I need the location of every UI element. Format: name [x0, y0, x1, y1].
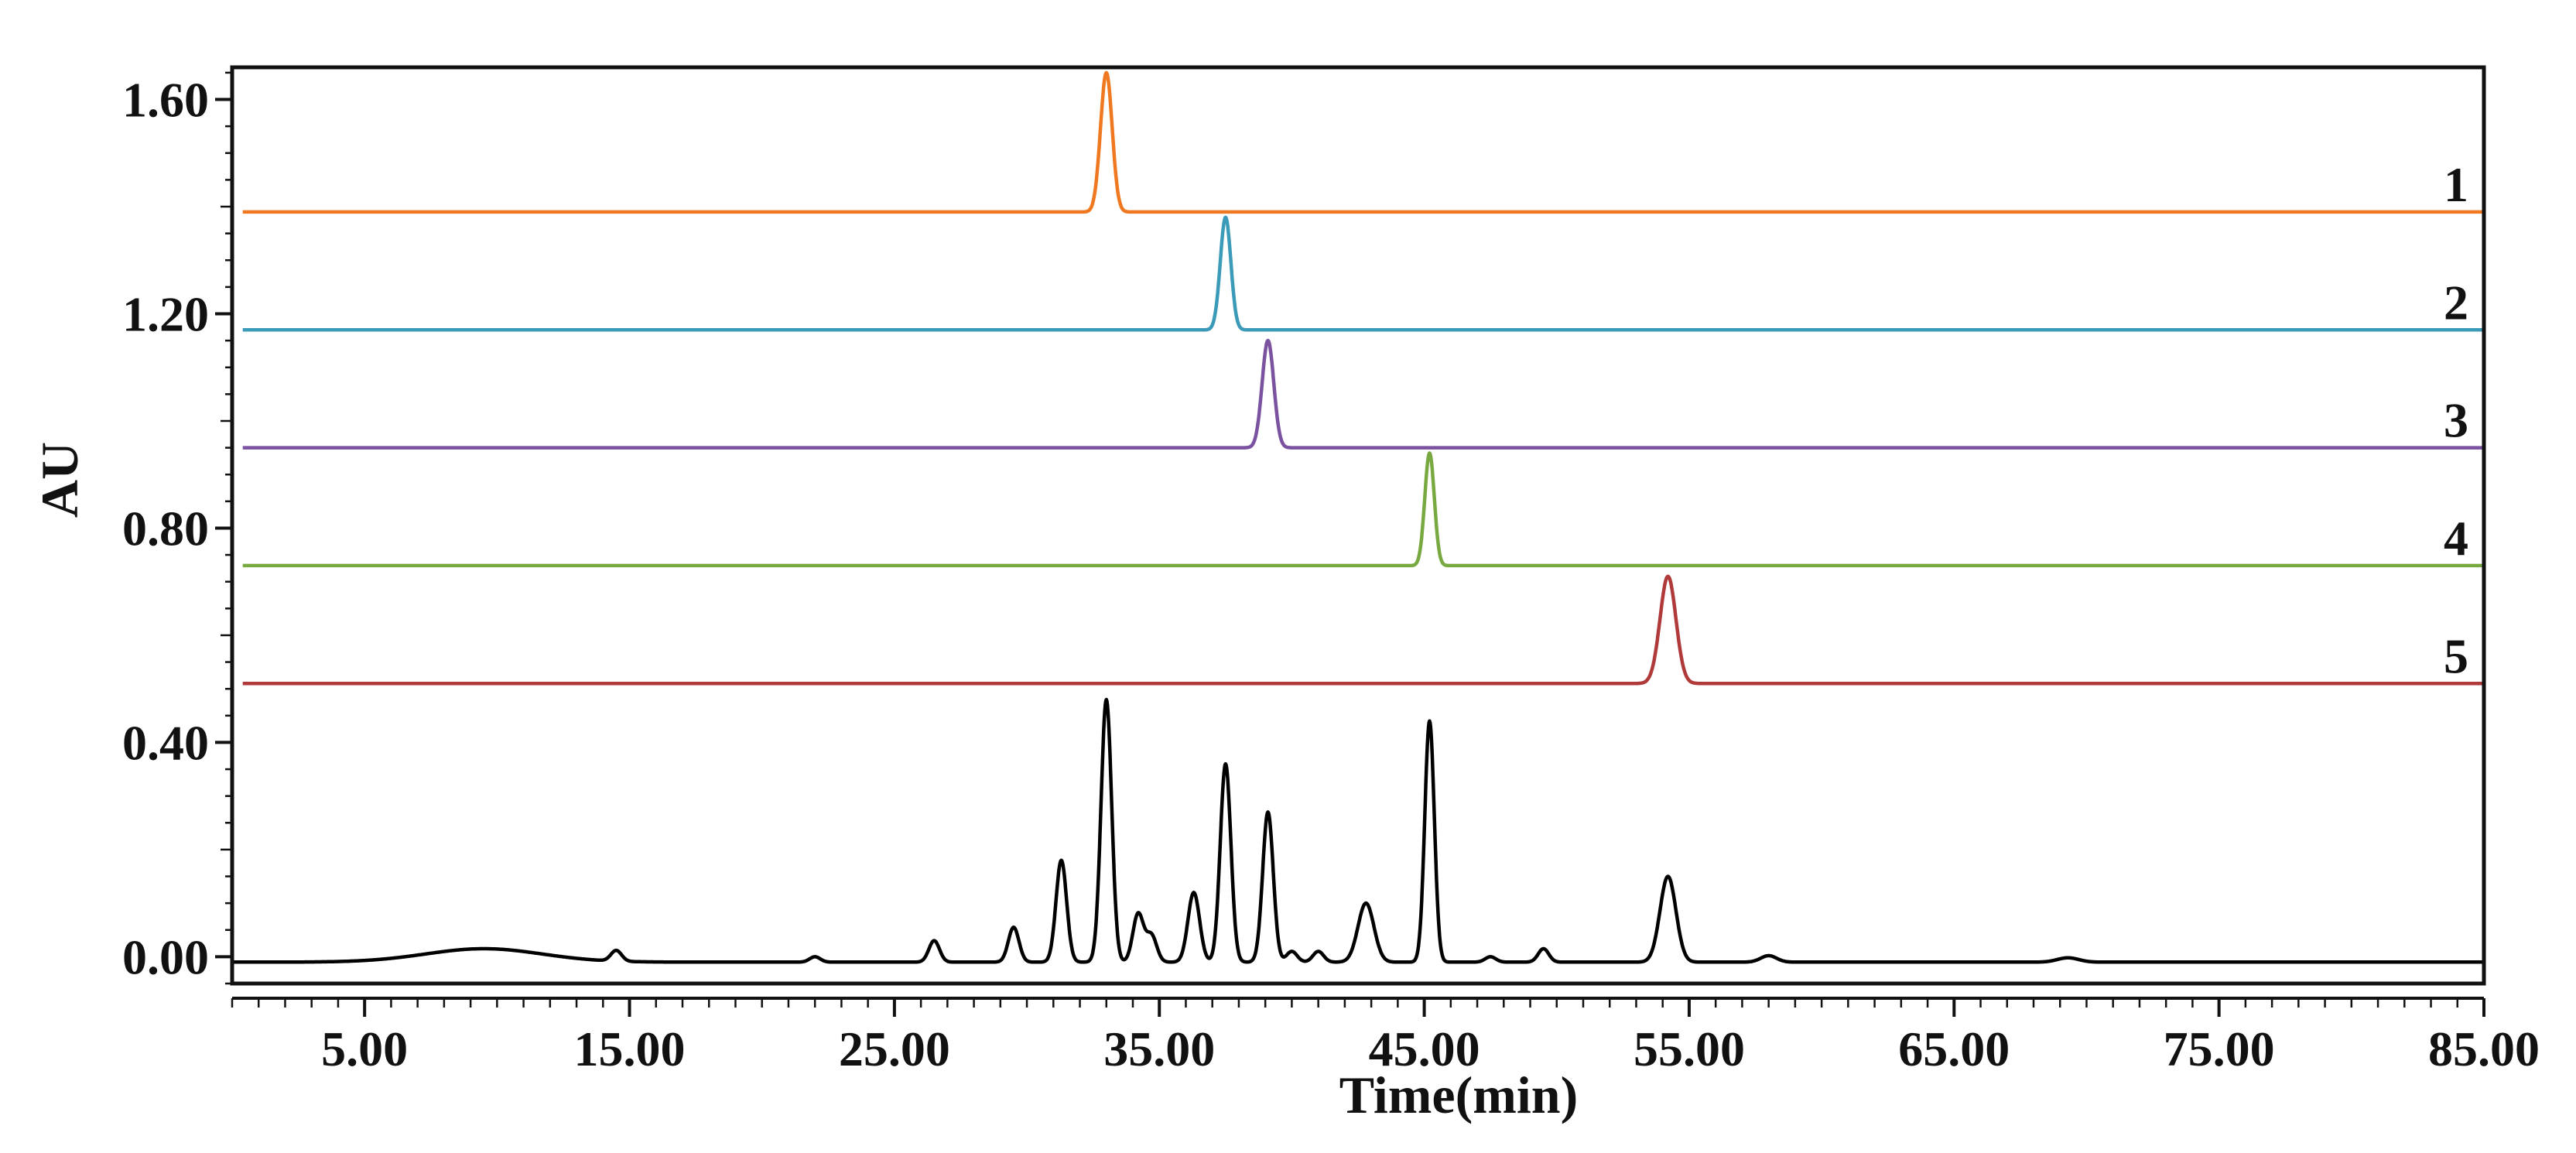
x-tick-label: 25.00: [839, 1021, 950, 1076]
x-tick-label: 55.00: [1634, 1021, 1745, 1076]
y-tick-label: 0.40: [122, 715, 209, 770]
x-tick-label: 65.00: [1898, 1021, 2010, 1076]
trace-labels: 1 2 3 4 5: [2444, 157, 2468, 683]
trace-label-4: 4: [2444, 511, 2468, 566]
x-axis: 5.00 15.00 25.00 35.00 45.00 55.00 65.00 75.00 8…: [231, 997, 2540, 1076]
trace-line-1: [241, 70, 2485, 214]
trace-line-2: [241, 215, 2485, 332]
y-tick-label: 1.60: [122, 73, 209, 128]
x-tick-label: 35.00: [1103, 1021, 1215, 1076]
trace-label-3: 3: [2444, 393, 2468, 448]
trace-label-5: 5: [2444, 628, 2468, 683]
trace-label-1: 1: [2444, 157, 2468, 212]
trace-layer: [231, 70, 2485, 964]
x-tick-label: 75.00: [2164, 1021, 2275, 1076]
trace-line-3: [241, 338, 2485, 450]
trace-line-4: [241, 451, 2485, 568]
y-tick-label: 1.20: [122, 287, 209, 342]
y-tick-label: 0.00: [122, 929, 209, 984]
x-tick-label: 5.00: [321, 1021, 408, 1076]
x-tick-label: 85.00: [2428, 1021, 2540, 1076]
x-axis-title: Time(min): [1339, 1066, 1579, 1124]
trace-line-5: [241, 574, 2485, 686]
plot-frame: [230, 65, 2486, 986]
x-tick-label: 15.00: [574, 1021, 686, 1076]
y-tick-label: 0.80: [122, 501, 209, 556]
trace-line-sample: [231, 697, 2485, 964]
y-axis: 0.00 0.40 0.80 1.20 1.60: [122, 67, 234, 984]
y-axis-title: AU: [30, 442, 89, 518]
trace-label-2: 2: [2444, 275, 2468, 330]
x-tick-label: 45.00: [1369, 1021, 1480, 1076]
